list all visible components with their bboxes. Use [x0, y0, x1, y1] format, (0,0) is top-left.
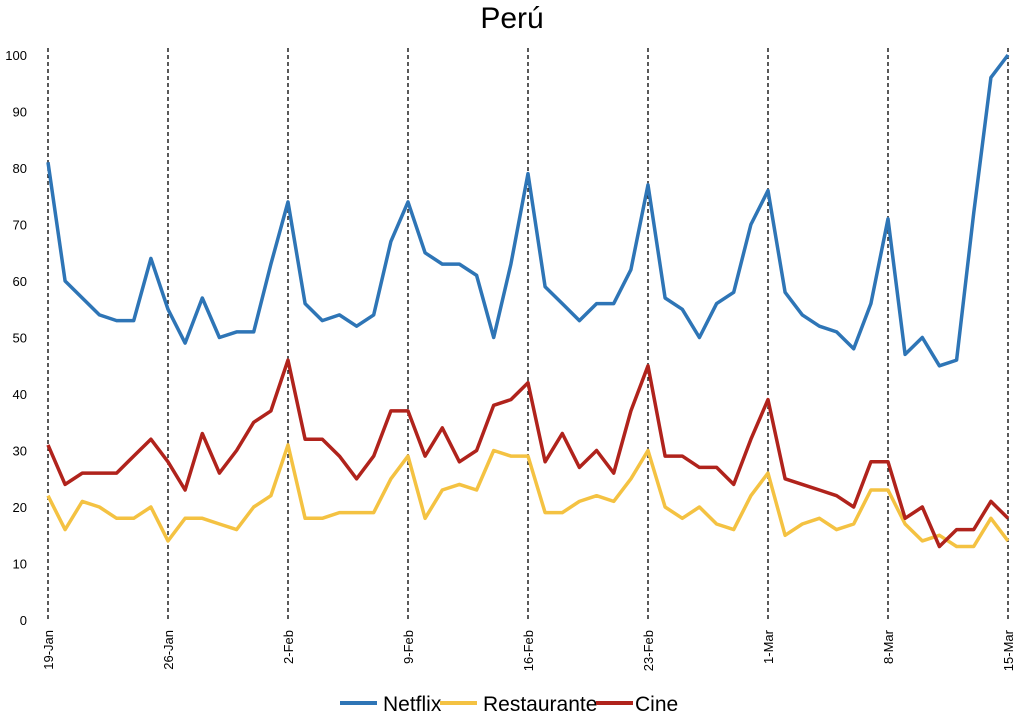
x-tick-label: 23-Feb	[641, 630, 656, 671]
y-tick-label: 90	[13, 105, 27, 120]
legend-label: Netflix	[383, 693, 442, 716]
x-tick-label: 15-Mar	[1001, 629, 1016, 671]
y-tick-label: 20	[13, 500, 27, 515]
y-tick-label: 60	[13, 274, 27, 289]
legend-label: Restaurante	[483, 693, 597, 716]
x-tick-label: 9-Feb	[401, 630, 416, 664]
y-tick-label: 80	[13, 161, 27, 176]
y-tick-label: 70	[13, 218, 27, 233]
chart-title: Perú	[480, 2, 543, 35]
y-tick-label: 10	[13, 557, 27, 572]
y-tick-label: 0	[20, 613, 27, 628]
x-tick-label: 8-Mar	[881, 629, 896, 664]
x-tick-label: 2-Feb	[281, 630, 296, 664]
y-tick-label: 40	[13, 387, 27, 402]
x-tick-label: 1-Mar	[761, 629, 776, 664]
x-tick-label: 16-Feb	[521, 630, 536, 671]
x-tick-label: 26-Jan	[161, 630, 176, 670]
legend-label: Cine	[635, 693, 678, 716]
y-tick-label: 30	[13, 444, 27, 459]
y-tick-label: 100	[5, 48, 27, 63]
x-tick-label: 19-Jan	[41, 630, 56, 670]
y-tick-label: 50	[13, 331, 27, 346]
